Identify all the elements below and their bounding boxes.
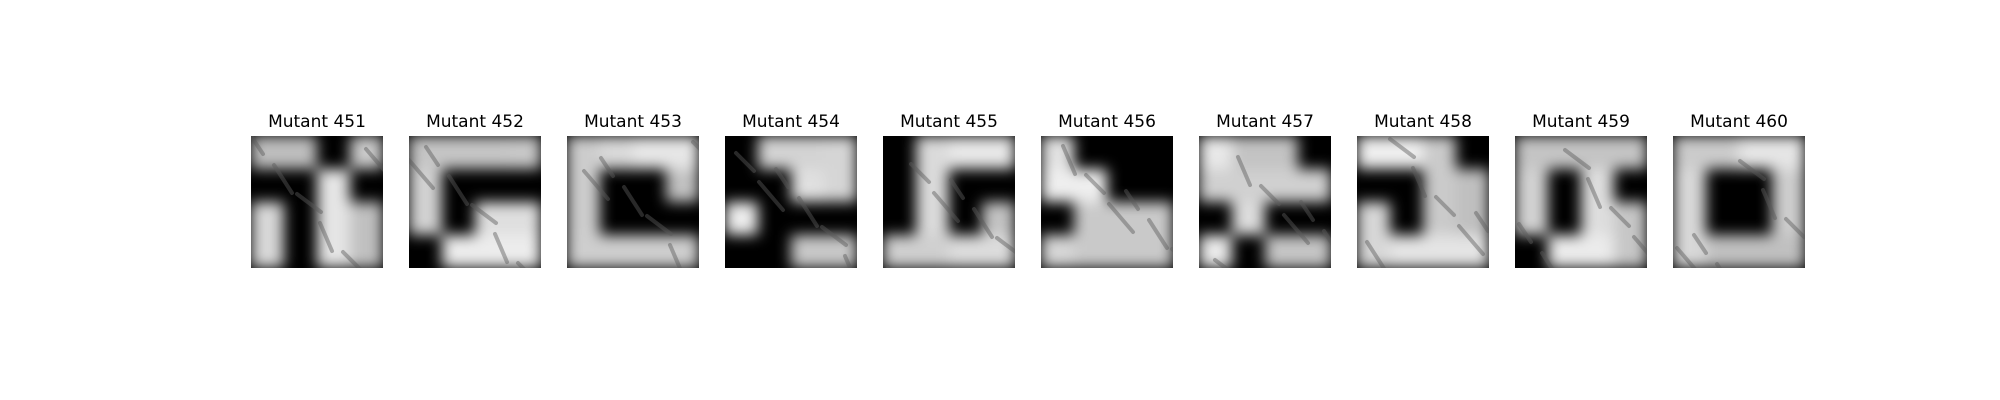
mutant-image (1357, 136, 1489, 268)
panel-title: Mutant 452 (426, 112, 524, 132)
mutant-image (1199, 136, 1331, 268)
mutant-image (567, 136, 699, 268)
grayscale-mask-icon (1515, 136, 1647, 268)
panel-title: Mutant 458 (1374, 112, 1472, 132)
grayscale-mask-icon (409, 136, 541, 268)
grayscale-mask-icon (883, 136, 1015, 268)
grayscale-mask-icon (251, 136, 383, 268)
mutant-image (1673, 136, 1805, 268)
panel-title: Mutant 454 (742, 112, 840, 132)
panel-title: Mutant 453 (584, 112, 682, 132)
mutant-image (883, 136, 1015, 268)
grayscale-mask-icon (567, 136, 699, 268)
grayscale-mask-icon (1041, 136, 1173, 268)
panel-title: Mutant 459 (1532, 112, 1630, 132)
mutant-image (409, 136, 541, 268)
mutant-image (1041, 136, 1173, 268)
grayscale-mask-icon (1673, 136, 1805, 268)
panel-title: Mutant 460 (1690, 112, 1788, 132)
panel-title: Mutant 456 (1058, 112, 1156, 132)
grayscale-mask-icon (1357, 136, 1489, 268)
mutant-image (251, 136, 383, 268)
panel-title: Mutant 455 (900, 112, 998, 132)
grayscale-mask-icon (1199, 136, 1331, 268)
mutant-image (725, 136, 857, 268)
panel-title: Mutant 457 (1216, 112, 1314, 132)
grayscale-mask-icon (725, 136, 857, 268)
panel-title: Mutant 451 (268, 112, 366, 132)
mutant-image (1515, 136, 1647, 268)
